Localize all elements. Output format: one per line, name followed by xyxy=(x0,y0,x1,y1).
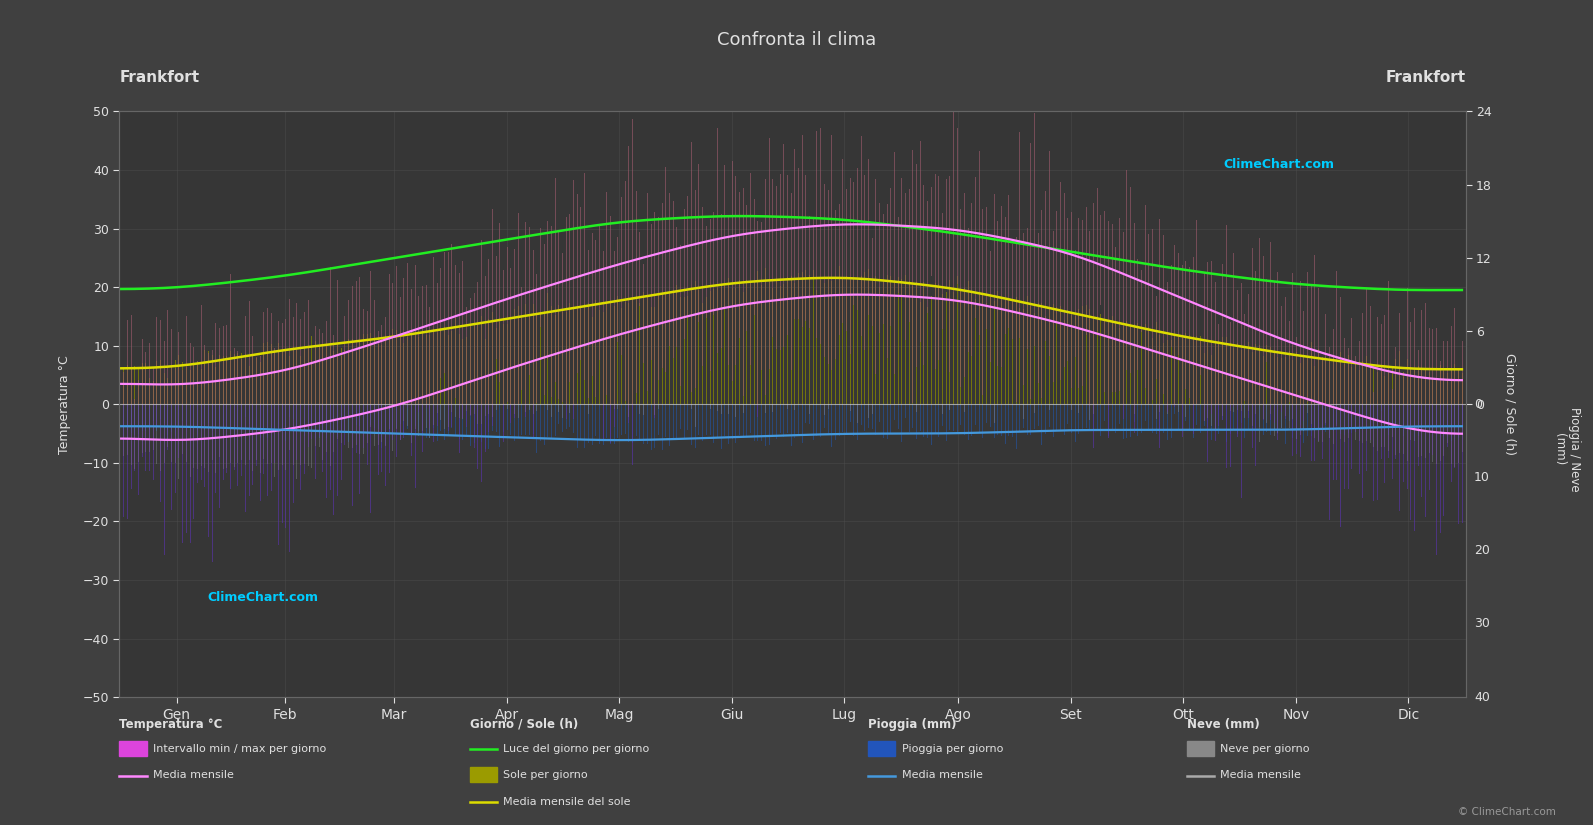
Text: Temperatura °C: Temperatura °C xyxy=(119,718,223,731)
Text: © ClimeChart.com: © ClimeChart.com xyxy=(1458,807,1555,817)
Text: Pioggia / Neve
(mm): Pioggia / Neve (mm) xyxy=(1553,408,1580,492)
Text: ClimeChart.com: ClimeChart.com xyxy=(1223,158,1335,171)
Text: 20: 20 xyxy=(1474,544,1489,557)
Text: Sole per giorno: Sole per giorno xyxy=(503,771,588,780)
Text: Intervallo min / max per giorno: Intervallo min / max per giorno xyxy=(153,744,327,754)
Text: Neve (mm): Neve (mm) xyxy=(1187,718,1260,731)
Text: ClimeChart.com: ClimeChart.com xyxy=(207,591,319,604)
Text: Frankfort: Frankfort xyxy=(1386,70,1466,85)
Text: 30: 30 xyxy=(1474,617,1489,630)
Y-axis label: Temperatura °C: Temperatura °C xyxy=(59,355,72,454)
Text: Giorno / Sole (h): Giorno / Sole (h) xyxy=(470,718,578,731)
Text: Media mensile: Media mensile xyxy=(902,771,983,780)
Text: Luce del giorno per giorno: Luce del giorno per giorno xyxy=(503,744,650,754)
Text: 10: 10 xyxy=(1474,471,1489,484)
Y-axis label: Giorno / Sole (h): Giorno / Sole (h) xyxy=(1504,353,1517,455)
Text: 0: 0 xyxy=(1474,398,1481,411)
Text: Neve per giorno: Neve per giorno xyxy=(1220,744,1309,754)
Text: Confronta il clima: Confronta il clima xyxy=(717,31,876,49)
Text: Pioggia per giorno: Pioggia per giorno xyxy=(902,744,1004,754)
Text: Frankfort: Frankfort xyxy=(119,70,199,85)
Text: Media mensile: Media mensile xyxy=(1220,771,1301,780)
Text: 40: 40 xyxy=(1474,691,1489,704)
Text: Media mensile del sole: Media mensile del sole xyxy=(503,797,631,807)
Text: Media mensile: Media mensile xyxy=(153,771,234,780)
Text: Pioggia (mm): Pioggia (mm) xyxy=(868,718,957,731)
